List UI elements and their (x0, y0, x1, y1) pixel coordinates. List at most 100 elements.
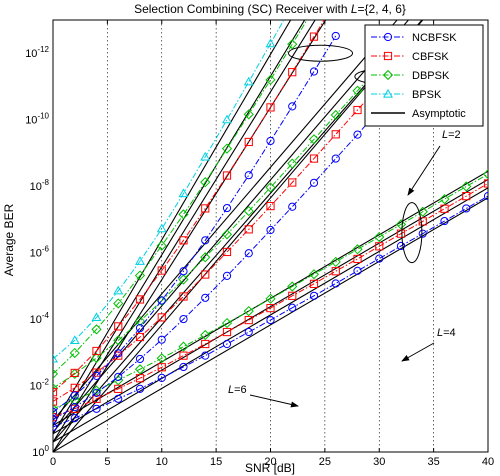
data-point (265, 74, 276, 85)
asymptote-line (53, 187, 488, 443)
data-point (266, 201, 275, 211)
data-point (70, 414, 79, 423)
y-tick-exponent: -8 (42, 178, 50, 187)
asymptote-line (53, 20, 306, 435)
data-point (266, 225, 275, 235)
data-point (266, 103, 275, 112)
data-point (309, 291, 319, 300)
series-ncbfsk-L6 (53, 31, 340, 417)
data-point (114, 322, 123, 331)
legend-marker (383, 51, 393, 61)
data-point (157, 296, 166, 305)
series-line (53, 195, 488, 428)
data-point (114, 349, 123, 358)
data-point (69, 347, 80, 359)
data-point (396, 241, 406, 251)
data-point (222, 171, 232, 180)
legend-label: CBFSK (412, 51, 449, 63)
series-cbfsk-L6 (53, 20, 325, 397)
data-point (375, 254, 384, 263)
asymptote-line (53, 197, 488, 452)
data-point (440, 204, 449, 213)
series-line (53, 173, 488, 410)
data-point (288, 178, 297, 187)
data-point (92, 388, 101, 397)
data-point (69, 395, 80, 406)
data-point (222, 327, 232, 337)
x-tick-label: 35 (428, 456, 440, 468)
legend-label: BPSK (412, 89, 442, 101)
legend-entry-asymptotic: Asymptotic (371, 108, 466, 120)
series-line (53, 35, 337, 413)
data-point (353, 254, 362, 264)
data-point (265, 38, 276, 48)
series-line (53, 20, 308, 375)
data-point (287, 281, 298, 292)
data-point (92, 404, 101, 413)
data-point (157, 335, 166, 344)
y-tick-base: 10 (30, 381, 42, 393)
data-point (92, 346, 101, 356)
data-point (266, 136, 275, 146)
data-point (53, 353, 58, 363)
data-point (243, 109, 254, 120)
title-variable: L (351, 2, 358, 16)
legend-entry-bpsk: BPSK (371, 88, 442, 101)
data-point (135, 295, 145, 304)
series-dbpsk-L6 (53, 20, 308, 380)
data-point (114, 351, 123, 360)
data-point (309, 32, 319, 41)
data-point (243, 76, 254, 86)
data-point (135, 323, 145, 333)
data-point (157, 266, 166, 275)
data-point (91, 385, 102, 396)
data-point (179, 362, 188, 372)
y-tick-base: 10 (30, 181, 42, 193)
data-point (69, 368, 80, 380)
legend-label: DBPSK (412, 70, 450, 82)
y-tick-label: 10-8 (30, 178, 50, 193)
data-point (244, 249, 253, 258)
data-point (222, 247, 232, 257)
annotation-value: =6 (234, 384, 247, 396)
legend: NCBFSK CBFSK DBPSK BPSK Asymptotic (364, 24, 484, 127)
data-point (309, 178, 319, 187)
data-point (179, 351, 188, 360)
data-point (331, 31, 340, 41)
data-point (309, 154, 319, 163)
data-point (374, 231, 385, 243)
data-point (156, 240, 167, 251)
data-point (70, 391, 79, 400)
data-point (156, 295, 167, 306)
data-point (353, 130, 362, 139)
data-point (287, 158, 298, 169)
data-point (440, 216, 449, 226)
legend-box (364, 24, 484, 127)
data-point (178, 274, 189, 285)
data-point (179, 314, 188, 324)
data-point (53, 368, 59, 380)
data-point (331, 267, 340, 276)
series-line (53, 20, 285, 360)
annotation-variable: L (442, 129, 448, 141)
data-point (330, 256, 341, 268)
data-point (288, 291, 297, 300)
data-point (53, 383, 59, 394)
y-tick-base: 10 (25, 48, 37, 60)
data-point (200, 252, 211, 263)
asymptote-line (53, 20, 316, 443)
data-point (53, 408, 58, 417)
annotation-value: =4 (443, 327, 456, 339)
data-point (113, 285, 124, 295)
data-point (157, 313, 166, 322)
data-point (265, 182, 276, 193)
asymptote-line (53, 20, 398, 421)
annotation-arrow (407, 145, 441, 196)
data-point (417, 206, 428, 217)
data-point (352, 85, 363, 96)
data-point (244, 327, 253, 337)
legend-label: NCBFSK (412, 32, 457, 44)
data-point (135, 354, 145, 364)
data-point (178, 341, 189, 352)
legend-entry-dbpsk: DBPSK (371, 69, 450, 82)
